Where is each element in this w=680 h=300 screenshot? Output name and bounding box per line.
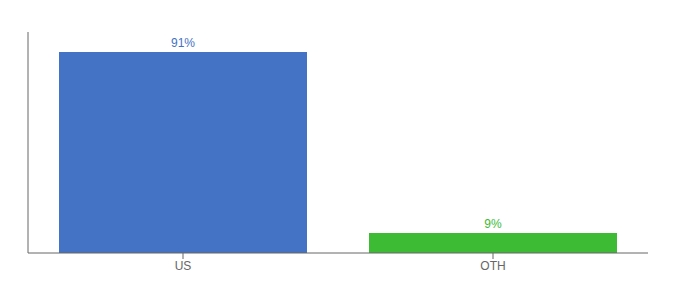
svg-text:US: US	[175, 259, 192, 273]
svg-text:91%: 91%	[171, 36, 195, 50]
svg-text:9%: 9%	[484, 217, 502, 231]
svg-text:OTH: OTH	[480, 259, 505, 273]
